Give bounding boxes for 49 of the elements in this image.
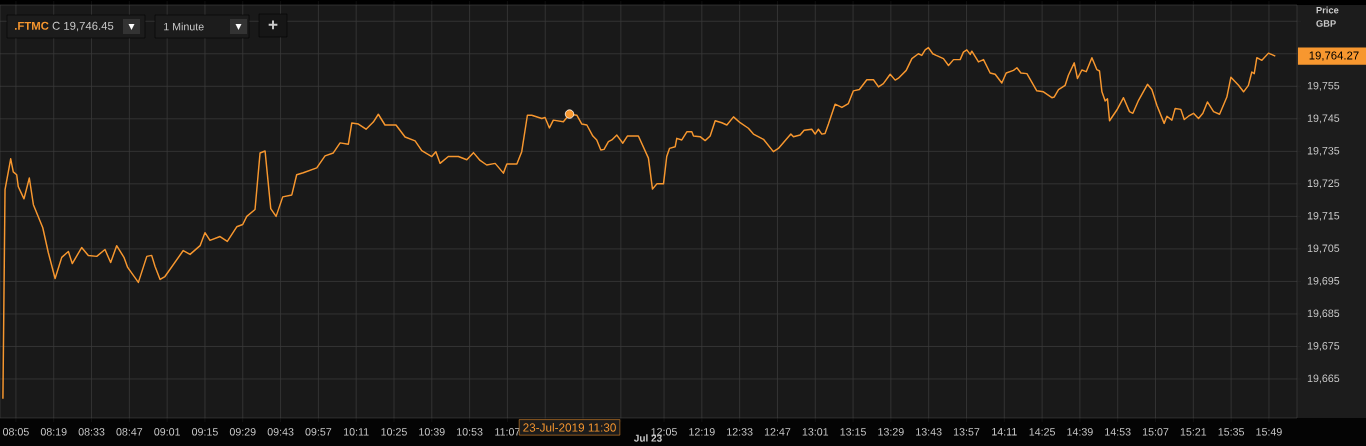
x-tick-label: 08:33 [78,428,105,436]
text: 19,764.27 [1309,51,1359,61]
x-tick-label: 14:39 [1067,428,1093,436]
x-tick-label: 15:21 [1180,428,1207,436]
x-tick-label: 15:35 [1218,428,1245,436]
y-tick-label: 19,665 [1307,374,1340,384]
x-tick-label: 09:01 [154,428,180,436]
y-tick-label: 19,745 [1307,114,1340,124]
x-tick-label: 13:43 [916,428,942,436]
y-tick-label: 19,685 [1307,309,1340,319]
x-tick-label: 14:11 [992,428,1017,436]
x-tick-label: 14:53 [1105,428,1131,436]
x-tick-label: 10:53 [457,428,483,436]
x-tick-label: 10:11 [344,428,369,436]
y-tick-label: 19,705 [1307,244,1340,254]
annotation: 1 Minute [164,22,204,31]
x-tick-label: 08:47 [116,428,143,436]
text: Jul 23 [633,434,662,442]
y-tick-label: 19,675 [1307,342,1340,351]
y-tick-label: 19,755 [1307,81,1340,91]
x-tick-label: 12:47 [764,428,791,436]
x-tick-label: 13:29 [878,428,904,436]
y-tick-label: 19,725 [1307,179,1340,189]
y-tick-label: 19,735 [1307,146,1340,156]
x-tick-label: 15:49 [1256,428,1282,436]
x-tick-label: 08:05 [3,428,29,436]
x-tick-label: 09:15 [192,428,218,436]
x-tick-label: 12:05 [651,428,677,436]
x-tick-label: 14:25 [1029,428,1055,436]
x-tick-label: 09:29 [229,428,256,436]
text: 23-Jul-2019 11:30 [523,423,616,432]
y-tick-label: 19,715 [1307,211,1340,221]
x-tick-label: 10:25 [381,428,407,436]
annotation: + [268,20,278,30]
y-axis-title: Price GBP [1316,6,1339,27]
x-tick-label: 13:01 [802,428,829,436]
x-tick-label: 11:07 [495,428,520,436]
x-tick-label: 13:57 [953,428,980,436]
x-tick-label: 10:39 [419,428,445,436]
text: .FTMC [15,21,49,30]
x-tick-label: 12:33 [727,428,753,436]
y-tick-label: 19,695 [1307,277,1340,286]
x-tick-label: 12:19 [689,428,715,436]
x-tick-label: 09:43 [267,428,294,436]
text: C 19,746.45 [52,21,114,32]
x-tick-label: 13:15 [840,428,866,436]
x-tick-label: 08:19 [40,428,67,436]
x-tick-label: 15:07 [1142,428,1169,436]
x-tick-label: 09:57 [305,428,332,436]
